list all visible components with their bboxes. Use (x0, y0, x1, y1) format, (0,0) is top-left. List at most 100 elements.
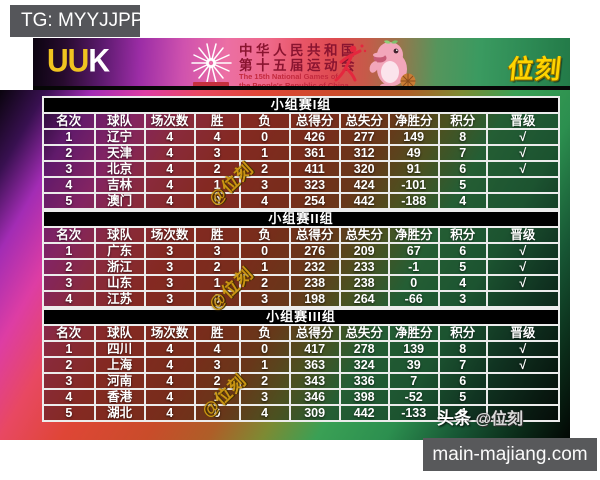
advance-cell: √ (485, 340, 561, 358)
column-header: 场次数 (143, 112, 196, 130)
column-header: 净胜分 (387, 226, 440, 244)
data-cell: 香港 (93, 388, 146, 406)
data-cell: 天津 (93, 144, 146, 162)
data-cell: 5 (437, 176, 488, 194)
column-header: 净胜分 (387, 324, 440, 342)
data-cell: 312 (338, 144, 390, 162)
data-cell: 7 (387, 372, 440, 390)
data-cell: 4 (143, 192, 196, 210)
advance-cell (485, 192, 561, 210)
advance-cell (485, 176, 561, 194)
data-cell: 336 (338, 372, 390, 390)
data-cell: 2 (42, 258, 96, 276)
data-cell: -66 (387, 290, 440, 308)
column-header: 名次 (42, 324, 96, 342)
games-title-cn-line2: 第十五届运动会 (239, 58, 358, 73)
column-header: 晋级 (485, 112, 561, 130)
table-row: 1 广东 3 3 0 276 209 67 6 √ (42, 242, 561, 260)
data-cell: 1 (238, 258, 291, 276)
data-cell: -1 (387, 258, 440, 276)
data-cell: 323 (288, 176, 341, 194)
data-cell: 4 (143, 160, 196, 178)
data-cell: 上海 (93, 356, 146, 374)
data-cell: 324 (338, 356, 390, 374)
data-cell: 363 (288, 356, 341, 374)
data-cell: 5 (437, 258, 488, 276)
data-cell: 4 (437, 404, 488, 422)
data-cell: 4 (143, 128, 196, 146)
table-row: 4 吉林 4 1 3 323 424 -101 5 (42, 176, 561, 194)
data-cell: 8 (437, 128, 488, 146)
uuk-logo: UUK (47, 43, 110, 81)
toutiao-handle: @位刻 (475, 411, 524, 428)
header-row: 名次 球队 场次数胜负总得分 总失分 净胜分 积分 晋级 (42, 324, 561, 342)
data-cell: 2 (42, 356, 96, 374)
header-row: 名次 球队 场次数胜负总得分 总失分 净胜分 积分 晋级 (42, 226, 561, 244)
header-band: UUK 中华人民共和国 第十五届运动会 The 15th National Ga… (33, 38, 570, 90)
data-cell: 4 (437, 192, 488, 210)
column-header: 积分 (437, 226, 488, 244)
table-row: 4 香港 4 1 3 346 398 -52 5 (42, 388, 561, 406)
data-cell: 2 (193, 258, 241, 276)
data-cell: 91 (387, 160, 440, 178)
weike-brand-logo: 位刻 (506, 54, 564, 84)
pink-dolphin-mascot-icon (365, 39, 421, 94)
data-cell: 4 (42, 176, 96, 194)
data-cell: -133 (387, 404, 440, 422)
column-header: 胜 (193, 112, 241, 130)
data-cell: 417 (288, 340, 341, 358)
advance-cell (485, 388, 561, 406)
table-row: 4 江苏 3 0 3 198 264 -66 3 (42, 290, 561, 308)
data-cell: 7 (437, 356, 488, 374)
advance-cell: √ (485, 356, 561, 374)
data-cell: 3 (193, 144, 241, 162)
header-row: 名次 球队 场次数胜负总得分 总失分 净胜分 积分 晋级 (42, 112, 561, 130)
data-cell: 5 (42, 404, 96, 422)
data-cell: 49 (387, 144, 440, 162)
data-cell: 吉林 (93, 176, 146, 194)
data-cell: 4 (437, 274, 488, 292)
data-cell: 343 (288, 372, 341, 390)
data-cell: 4 (238, 404, 291, 422)
data-cell: 39 (387, 356, 440, 374)
data-cell: 3 (238, 176, 291, 194)
data-cell: 2 (193, 372, 241, 390)
advance-cell: √ (485, 274, 561, 292)
advance-cell: √ (485, 258, 561, 276)
data-cell: 广东 (93, 242, 146, 260)
games-title-en: The 15th National Games of the People's … (239, 72, 349, 90)
data-cell: 411 (288, 160, 341, 178)
data-cell: 6 (437, 242, 488, 260)
advance-cell (485, 290, 561, 308)
data-cell: 1 (42, 128, 96, 146)
data-cell: 4 (143, 144, 196, 162)
data-cell: 1 (238, 144, 291, 162)
column-header: 场次数 (143, 226, 196, 244)
data-cell: 3 (42, 274, 96, 292)
toutiao-label: 头条 (437, 409, 471, 428)
table-row: 5 澳门 4 0 4 254 442 -188 4 (42, 192, 561, 210)
data-cell: 149 (387, 128, 440, 146)
column-header: 总失分 (338, 226, 390, 244)
data-cell: 4 (42, 290, 96, 308)
data-cell: 3 (42, 372, 96, 390)
table-row: 3 北京 4 2 2 411 320 91 6 √ (42, 160, 561, 178)
table-row: 1 辽宁 4 4 0 426 277 149 8 √ (42, 128, 561, 146)
uuk-logo-uu: UU (47, 43, 89, 80)
data-cell: 3 (143, 242, 196, 260)
red-athlete-pictogram-icon (333, 42, 367, 93)
column-header: 积分 (437, 324, 488, 342)
data-cell: 辽宁 (93, 128, 146, 146)
data-cell: 442 (338, 404, 390, 422)
data-cell: 2 (238, 372, 291, 390)
data-cell: 0 (193, 192, 241, 210)
data-cell: 278 (338, 340, 390, 358)
data-cell: 湖北 (93, 404, 146, 422)
data-cell: 2 (238, 274, 291, 292)
data-cell: 198 (288, 290, 341, 308)
tables: 小组赛I组 名次 球队 场次数胜负总得分 总失分 净胜分 积分 晋级 1 辽宁 4 4 0 426 277 1… (42, 96, 561, 422)
data-cell: 277 (338, 128, 390, 146)
advance-cell: √ (485, 160, 561, 178)
data-cell: 1 (193, 176, 241, 194)
table-row: 3 山东 3 1 2 238 238 0 4 √ (42, 274, 561, 292)
